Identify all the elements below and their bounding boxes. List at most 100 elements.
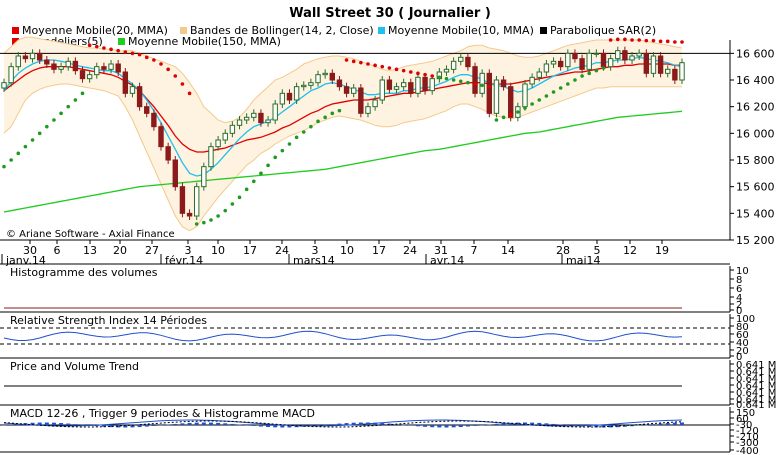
macd-histogram-bar <box>544 423 549 425</box>
candle-body <box>229 124 236 134</box>
macd-histogram-bar <box>615 425 620 428</box>
macd-histogram-bar <box>451 425 456 428</box>
candle-body <box>351 87 357 94</box>
macd-histogram-bar <box>194 422 199 425</box>
macd-histogram-bar <box>208 422 213 425</box>
sar-dot <box>615 37 620 42</box>
sar-dot <box>73 98 78 102</box>
candle-body <box>615 50 621 60</box>
macd-histogram-bar <box>273 425 278 428</box>
candle-body <box>465 56 471 68</box>
x-day-label: 6 <box>54 244 61 257</box>
x-day-label: 10 <box>340 244 354 257</box>
macd-histogram-bar <box>216 422 221 425</box>
candle-body <box>308 82 314 86</box>
macd-histogram-bar <box>258 425 263 427</box>
legend-label: Moyenne Mobile(150, MMA) <box>128 35 281 48</box>
legend-swatch <box>12 27 19 34</box>
candle-body <box>279 92 286 105</box>
candle-body <box>201 166 207 188</box>
macd-histogram-bar <box>337 423 342 425</box>
sar-dot <box>416 71 420 76</box>
macd-histogram-bar <box>59 423 64 425</box>
candle-body <box>22 55 29 60</box>
sar-dot <box>330 111 335 116</box>
sar-dot <box>187 91 192 96</box>
candle-body <box>679 62 685 81</box>
panel-title: Histogramme des volumes <box>10 266 158 279</box>
macd-histogram-bar <box>430 425 435 428</box>
sar-dot <box>665 39 670 44</box>
sar-dot <box>301 130 306 134</box>
sar-dot <box>637 38 641 42</box>
legend-swatch <box>378 27 385 34</box>
sar-dot <box>316 119 320 124</box>
price-tick-label: 15 200 <box>736 234 775 247</box>
candle-body <box>657 55 664 74</box>
pvt-panel: Price and Volume Trend 0.641 M0.641 M0.64… <box>0 360 776 411</box>
panel-tick-label: 60 <box>736 330 749 341</box>
macd-line <box>3 419 683 427</box>
candle-body <box>429 78 435 92</box>
panel-tick-label: 0.641 M <box>736 381 776 392</box>
candle-body <box>44 59 50 65</box>
sar-dot <box>494 118 499 122</box>
candle-body <box>629 55 635 61</box>
legend-swatch <box>540 27 547 34</box>
candle-body <box>565 52 571 68</box>
sar-dot <box>423 72 427 77</box>
candle-body <box>151 112 157 128</box>
macd-histogram-bar <box>266 425 271 428</box>
x-day-label: 17 <box>243 244 257 257</box>
candle-body <box>286 92 293 101</box>
sar-dot <box>366 62 370 66</box>
macd-histogram-bar <box>473 425 478 426</box>
candle-body <box>458 56 464 62</box>
candle-body <box>486 72 493 114</box>
candle-body <box>529 76 535 85</box>
sar-dot <box>273 155 278 160</box>
candle-body <box>51 63 57 70</box>
sar-dot <box>251 179 256 184</box>
macd-histogram-bar <box>2 425 6 426</box>
sar-dot <box>344 58 349 62</box>
candle-body <box>600 52 607 68</box>
candle-body <box>265 119 271 124</box>
sar-dot <box>180 82 185 86</box>
price-tick-label: 15 400 <box>736 207 775 220</box>
sar-dot <box>523 106 527 110</box>
candle-body <box>579 58 585 70</box>
legend: Moyenne Mobile(20, MMA) Bandes de Bolling… <box>12 24 656 48</box>
macd-histogram-bar <box>187 422 192 425</box>
x-day-label: 17 <box>372 244 386 257</box>
candle-body <box>550 60 557 65</box>
macd-histogram-bar <box>201 422 206 425</box>
panel-tick-label: 0 <box>736 306 742 317</box>
macd-histogram-bar <box>680 422 684 425</box>
candle-body <box>557 60 564 68</box>
candle-body <box>8 66 14 84</box>
macd-histogram-bar <box>344 423 349 425</box>
macd-histogram-bar <box>651 424 656 425</box>
x-day-label: 28 <box>556 244 570 257</box>
panel-tick-label: 0.641 M <box>736 360 776 371</box>
legend-swatch <box>12 38 19 45</box>
macd-histogram-bar <box>137 425 142 428</box>
candle-body <box>479 72 485 94</box>
panel-title: Relative Strength Index 14 Périodes <box>10 314 207 327</box>
panel-tick-label: 0.641 M <box>736 367 776 378</box>
candle-body <box>58 66 64 70</box>
sar-dot <box>152 58 156 62</box>
candle-body <box>393 86 400 90</box>
candle-body <box>493 79 500 114</box>
macd-histogram-bar <box>423 425 428 427</box>
x-month-label: mars14 <box>293 254 335 267</box>
macd-histogram-bar <box>608 425 613 428</box>
sar-dot <box>294 135 299 140</box>
macd-histogram-bar <box>73 424 78 425</box>
panel-tick-label: -30 <box>736 420 752 431</box>
candle-body <box>1 82 7 89</box>
macd-histogram-bar <box>173 423 178 425</box>
panel-tick-label: 0.641 M <box>736 400 776 411</box>
sar-dot <box>2 164 6 169</box>
